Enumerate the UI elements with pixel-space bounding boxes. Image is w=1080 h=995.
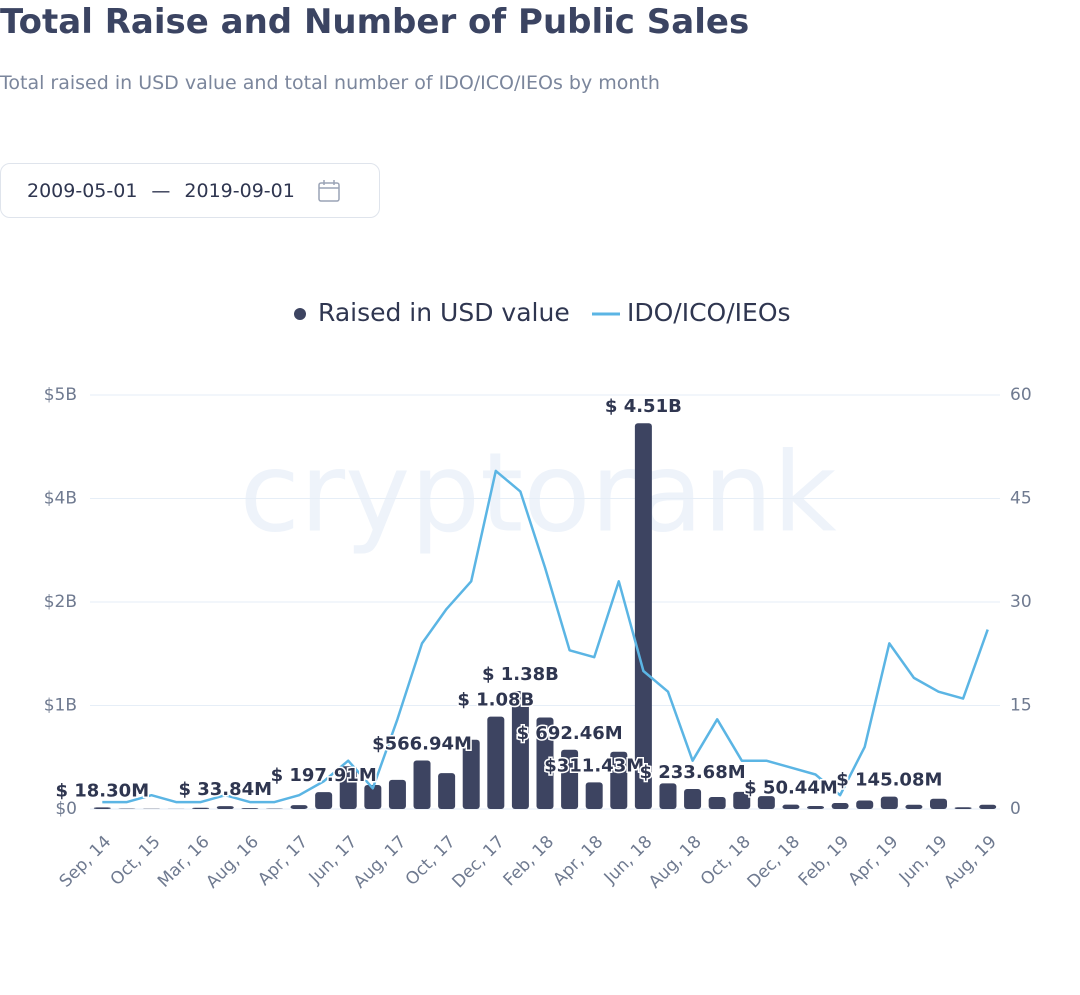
x-tick-label: Aug, 16 [202,832,263,893]
x-tick-label: Apr, 17 [254,832,312,890]
x-tick-label: Aug, 18 [645,832,706,893]
x-tick-label: Aug, 19 [940,832,1001,893]
bar [216,806,234,809]
value-label: $ 145.08M [836,770,942,791]
value-label: $311.43M [544,755,644,776]
value-label: $ 50.44M [744,778,838,799]
bar [954,807,972,809]
value-label: $ 1.38B [482,664,559,685]
watermark: cryptorank [239,428,836,556]
value-label: $ 692.46M [517,723,623,744]
value-label: $ 18.30M [55,780,149,801]
x-tick-label: Feb, 19 [795,832,853,890]
x-tick-label: Feb, 18 [500,832,558,890]
bar [610,751,628,809]
bar [831,803,849,809]
y-tick-label: $0 [55,799,77,819]
bar [561,749,579,809]
bar [807,806,825,809]
x-tick-label: Mar, 16 [154,832,214,892]
legend-marker [294,308,306,320]
y2-tick-label: 15 [1010,696,1032,716]
bar [782,804,800,809]
bar [905,804,923,809]
x-tick-label: Dec, 17 [449,832,509,892]
bar [511,690,529,809]
bar [708,797,726,809]
y-tick-label: $5B [44,385,77,405]
calendar-icon[interactable] [317,179,341,203]
y2-tick-label: 60 [1010,385,1032,405]
bar [339,766,357,809]
bar [290,805,308,809]
x-tick-label: Oct, 15 [107,832,165,890]
value-label: $ 4.51B [605,396,682,417]
value-label: $ 233.68M [639,762,745,783]
y2-tick-label: 45 [1010,489,1032,509]
legend-label: Raised in USD value [318,298,570,327]
y-tick-label: $1B [44,696,77,716]
value-label: $ 33.84M [178,779,272,800]
bar [192,807,210,809]
bar [585,782,603,809]
bar [364,785,382,809]
bar [315,792,333,809]
value-label: $ 197.91M [271,765,377,786]
bar [634,423,652,809]
bar [241,808,259,809]
x-tick-label: Sep, 14 [56,832,116,892]
start-date[interactable]: 2009-05-01 [27,179,138,202]
y2-tick-label: 0 [1010,799,1021,819]
line-series [102,469,989,804]
bar [856,800,874,809]
bar [438,773,456,809]
bar [487,716,505,809]
y2-tick-label: 30 [1010,592,1032,612]
value-label: $ 1.08B [457,690,534,711]
bar [733,791,751,809]
subtitle: Total raised in USD value and total numb… [0,72,660,94]
end-date[interactable]: 2019-09-01 [184,179,295,202]
bar [684,789,702,809]
x-tick-label: Aug, 17 [350,832,411,893]
y-tick-label: $2B [44,592,77,612]
bar [930,798,948,809]
x-tick-label: Dec, 18 [744,832,804,892]
bar [880,796,898,809]
bar [413,760,431,809]
bar [536,717,554,809]
bar [93,807,111,809]
bar [388,779,406,809]
value-label: $566.94M [372,734,472,755]
bar [979,804,997,809]
x-tick-label: Apr, 19 [845,832,903,890]
x-tick-label: Apr, 18 [549,832,607,890]
date-range-picker[interactable]: 2009-05-01 — 2019-09-01 [0,163,380,218]
legend-label: IDO/ICO/IEOs [627,298,791,327]
y-tick-label: $4B [44,489,77,509]
bar [659,783,677,809]
bar [462,739,480,809]
bar [757,796,775,809]
title: Total Raise and Number of Public Sales [0,2,750,42]
dash: — [151,179,171,202]
